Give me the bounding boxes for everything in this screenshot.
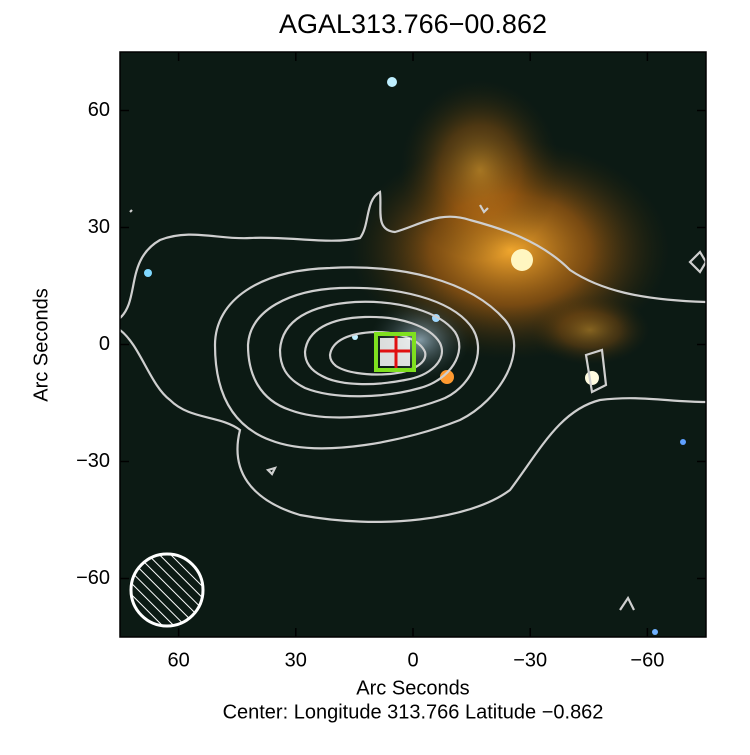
caption: Center: Longitude 313.766 Latitude −0.86…	[223, 701, 604, 723]
x-tick-label: −60	[630, 649, 664, 671]
chart-title: AGAL313.766−00.862	[279, 9, 547, 39]
beam	[129, 552, 205, 628]
y-tick-label: −30	[76, 450, 110, 472]
x-tick-label: 0	[407, 649, 418, 671]
y-tick-label: 0	[99, 333, 110, 355]
source-box	[374, 332, 416, 372]
x-tick-label: −30	[513, 649, 547, 671]
y-axis-label: Arc Seconds	[30, 288, 52, 401]
x-axis-label: Arc Seconds	[356, 677, 469, 699]
y-tick-label: 60	[88, 99, 110, 121]
sky-image	[120, 52, 706, 637]
x-tick-label: 60	[167, 649, 189, 671]
x-tick-label: 30	[285, 649, 307, 671]
y-tick-label: −60	[76, 567, 110, 589]
y-tick-label: 30	[88, 216, 110, 238]
